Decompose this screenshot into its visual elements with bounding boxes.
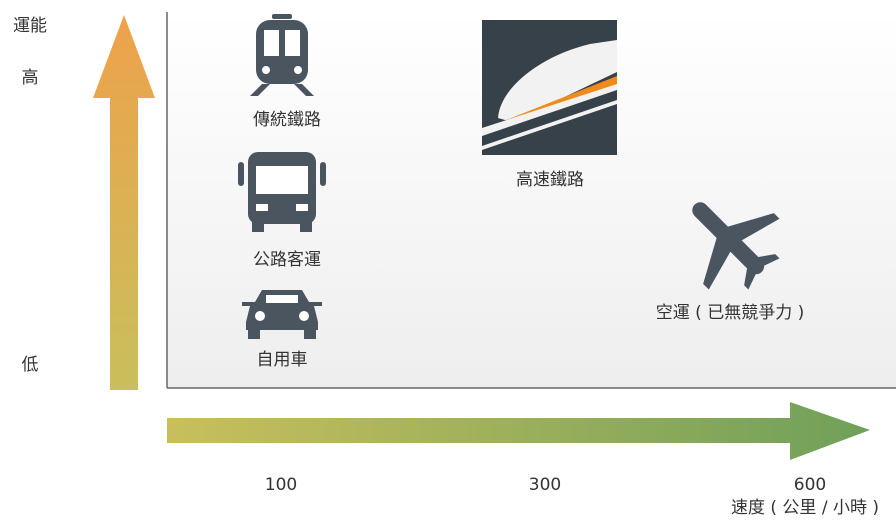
y-high: 高: [22, 68, 39, 88]
x-tick-label: 600: [794, 475, 826, 495]
diagram: 運能 高 低 100 300 600 速度 ( 公里 / 小時 ) 傳統鐵路 公…: [0, 0, 896, 520]
node-label: 傳統鐵路: [253, 110, 321, 130]
y-low: 低: [22, 355, 39, 375]
x-tick-label: 100: [265, 475, 297, 495]
capacity-arrow: [93, 15, 155, 390]
node-label: 空運 ( 已無競爭力 ): [656, 303, 804, 323]
x-tick-label: 300: [529, 475, 561, 495]
node-label: 高速鐵路: [516, 170, 584, 190]
x-axis-label: 速度 ( 公里 / 小時 ): [731, 498, 879, 518]
node-label: 公路客運: [253, 250, 321, 270]
bus-icon: [238, 152, 326, 232]
node-label: 自用車: [257, 350, 308, 370]
speed-arrow: [167, 402, 870, 460]
y-axis-label: 運能: [13, 16, 47, 36]
hsr-icon: [482, 20, 617, 155]
